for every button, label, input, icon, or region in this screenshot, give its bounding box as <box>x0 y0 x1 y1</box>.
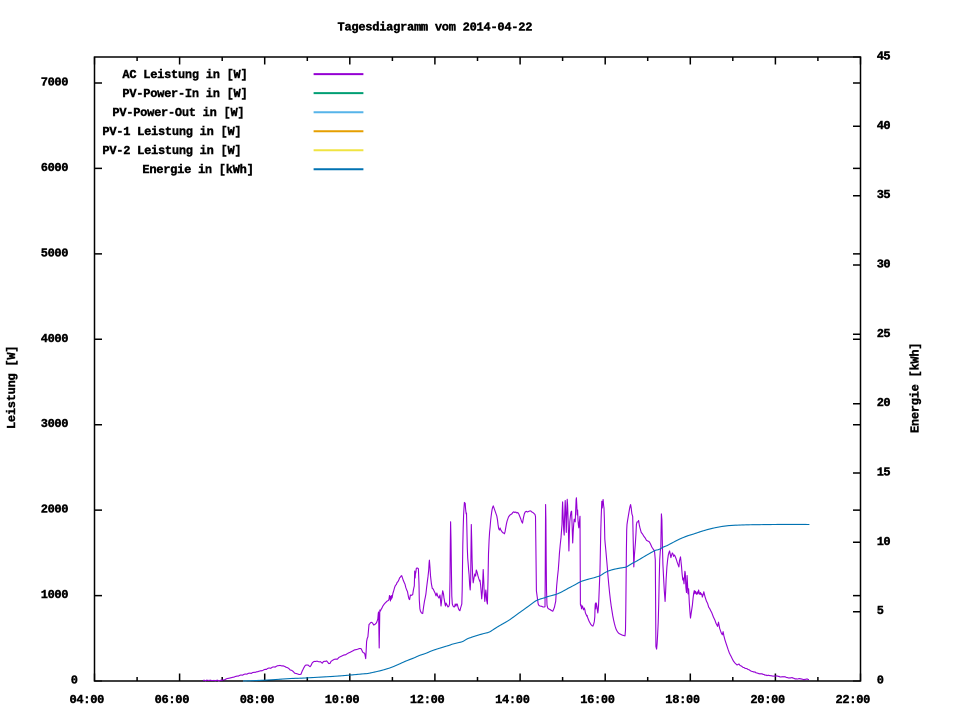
svg-text:PV-Power-In in [W]: PV-Power-In in [W] <box>122 87 247 101</box>
svg-text:7000: 7000 <box>41 76 69 90</box>
svg-text:PV-Power-Out in [W]: PV-Power-Out in [W] <box>112 106 244 120</box>
svg-text:06:00: 06:00 <box>155 693 190 707</box>
svg-text:35: 35 <box>877 188 891 202</box>
svg-text:2000: 2000 <box>41 503 69 517</box>
svg-text:0: 0 <box>71 674 78 688</box>
svg-text:15: 15 <box>877 466 891 480</box>
svg-text:3000: 3000 <box>41 417 69 431</box>
svg-text:20: 20 <box>877 396 891 410</box>
svg-text:10:00: 10:00 <box>325 693 360 707</box>
svg-text:25: 25 <box>877 327 891 341</box>
svg-text:45: 45 <box>877 50 891 64</box>
svg-text:18:00: 18:00 <box>665 693 700 707</box>
svg-text:Energie in [kWh]: Energie in [kWh] <box>142 163 253 177</box>
svg-text:5000: 5000 <box>41 246 69 260</box>
svg-text:04:00: 04:00 <box>70 693 105 707</box>
svg-text:22:00: 22:00 <box>836 693 871 707</box>
svg-text:1000: 1000 <box>41 588 69 602</box>
svg-text:14:00: 14:00 <box>495 693 530 707</box>
svg-text:0: 0 <box>877 674 884 688</box>
svg-text:Energie [kWh]: Energie [kWh] <box>909 343 923 434</box>
svg-text:6000: 6000 <box>41 161 69 175</box>
svg-text:20:00: 20:00 <box>750 693 785 707</box>
svg-text:12:00: 12:00 <box>410 693 445 707</box>
svg-text:PV-2 Leistung in [W]: PV-2 Leistung in [W] <box>102 144 241 158</box>
svg-text:PV-1 Leistung in [W]: PV-1 Leistung in [W] <box>102 125 241 139</box>
svg-text:08:00: 08:00 <box>240 693 275 707</box>
svg-text:Leistung [W]: Leistung [W] <box>5 346 19 430</box>
svg-text:30: 30 <box>877 258 891 272</box>
svg-text:AC Leistung in [W]: AC Leistung in [W] <box>122 68 247 82</box>
svg-text:Tagesdiagramm vom 2014-04-22: Tagesdiagramm vom 2014-04-22 <box>338 20 533 34</box>
svg-text:16:00: 16:00 <box>580 693 615 707</box>
svg-text:40: 40 <box>877 119 891 133</box>
svg-text:4000: 4000 <box>41 332 69 346</box>
svg-text:5: 5 <box>877 604 884 618</box>
svg-text:10: 10 <box>877 535 891 549</box>
